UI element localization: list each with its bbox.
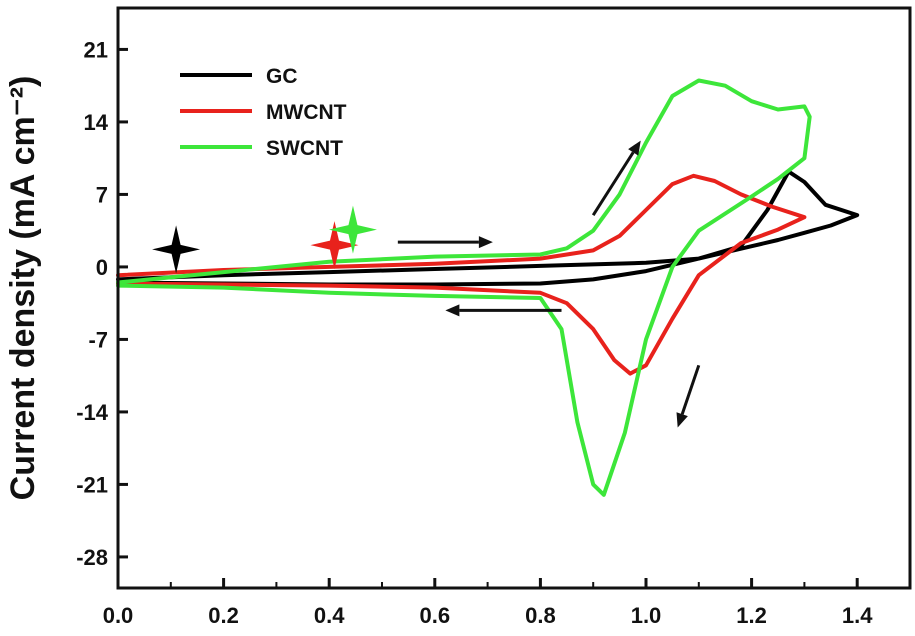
y-tick-label: -21 [76, 472, 108, 497]
direction-arrow-shaft [680, 364, 701, 415]
direction-arrow-head [628, 140, 641, 156]
series-layer [116, 78, 860, 497]
x-tick-label: 0.8 [525, 603, 556, 628]
star-marker-gc [152, 225, 201, 274]
y-tick-label: -28 [76, 545, 108, 570]
y-tick-label: 14 [84, 110, 109, 135]
legend-item-gc: GC [180, 65, 298, 88]
legend-label: SWCNT [266, 137, 343, 160]
star-marker-swcnt [328, 205, 377, 254]
annotation-layer [152, 140, 701, 428]
x-tick-label: 0.6 [420, 603, 451, 628]
y-tick-label: -7 [88, 327, 108, 352]
legend: GC MWCNT SWCNT [180, 65, 347, 160]
y-tick-label: 7 [96, 182, 108, 207]
direction-arrow [676, 364, 701, 428]
series-gc-line [116, 169, 860, 287]
direction-arrow-head [676, 412, 688, 428]
x-tick-label: 0.2 [208, 603, 239, 628]
star-marker-mwcnt [310, 221, 359, 270]
legend-item-swcnt: SWCNT [180, 137, 343, 160]
x-tick-label: 0.0 [103, 603, 134, 628]
x-tick-label: 1.0 [631, 603, 662, 628]
y-axis-title: Current density (mA cm⁻²) [4, 76, 42, 501]
legend-label: MWCNT [266, 101, 347, 124]
plot-frame [116, 6, 912, 590]
direction-arrow [591, 140, 641, 216]
y-tick-label: 0 [96, 255, 108, 280]
legend-item-mwcnt: MWCNT [180, 101, 347, 124]
x-tick-label: 1.2 [736, 603, 767, 628]
legend-label: GC [266, 65, 298, 88]
direction-arrow-head [478, 236, 493, 249]
x-tick-label: 1.4 [842, 603, 873, 628]
x-tick-label: 0.4 [314, 603, 345, 628]
direction-arrow [445, 304, 562, 317]
series-swcnt-line [116, 78, 812, 497]
y-tick-label: 21 [84, 37, 108, 62]
tick-layer: 21 14 7 0 -7 -14 -21 -28 0.0 0.2 0.4 0.6 0.8 1.0 1.2 1.… [76, 37, 911, 628]
y-tick-label: -14 [76, 400, 109, 425]
series-mwcnt-line [116, 173, 807, 376]
direction-arrow [397, 236, 493, 249]
direction-arrow-head [445, 304, 460, 317]
direction-arrow-shaft [591, 151, 635, 216]
